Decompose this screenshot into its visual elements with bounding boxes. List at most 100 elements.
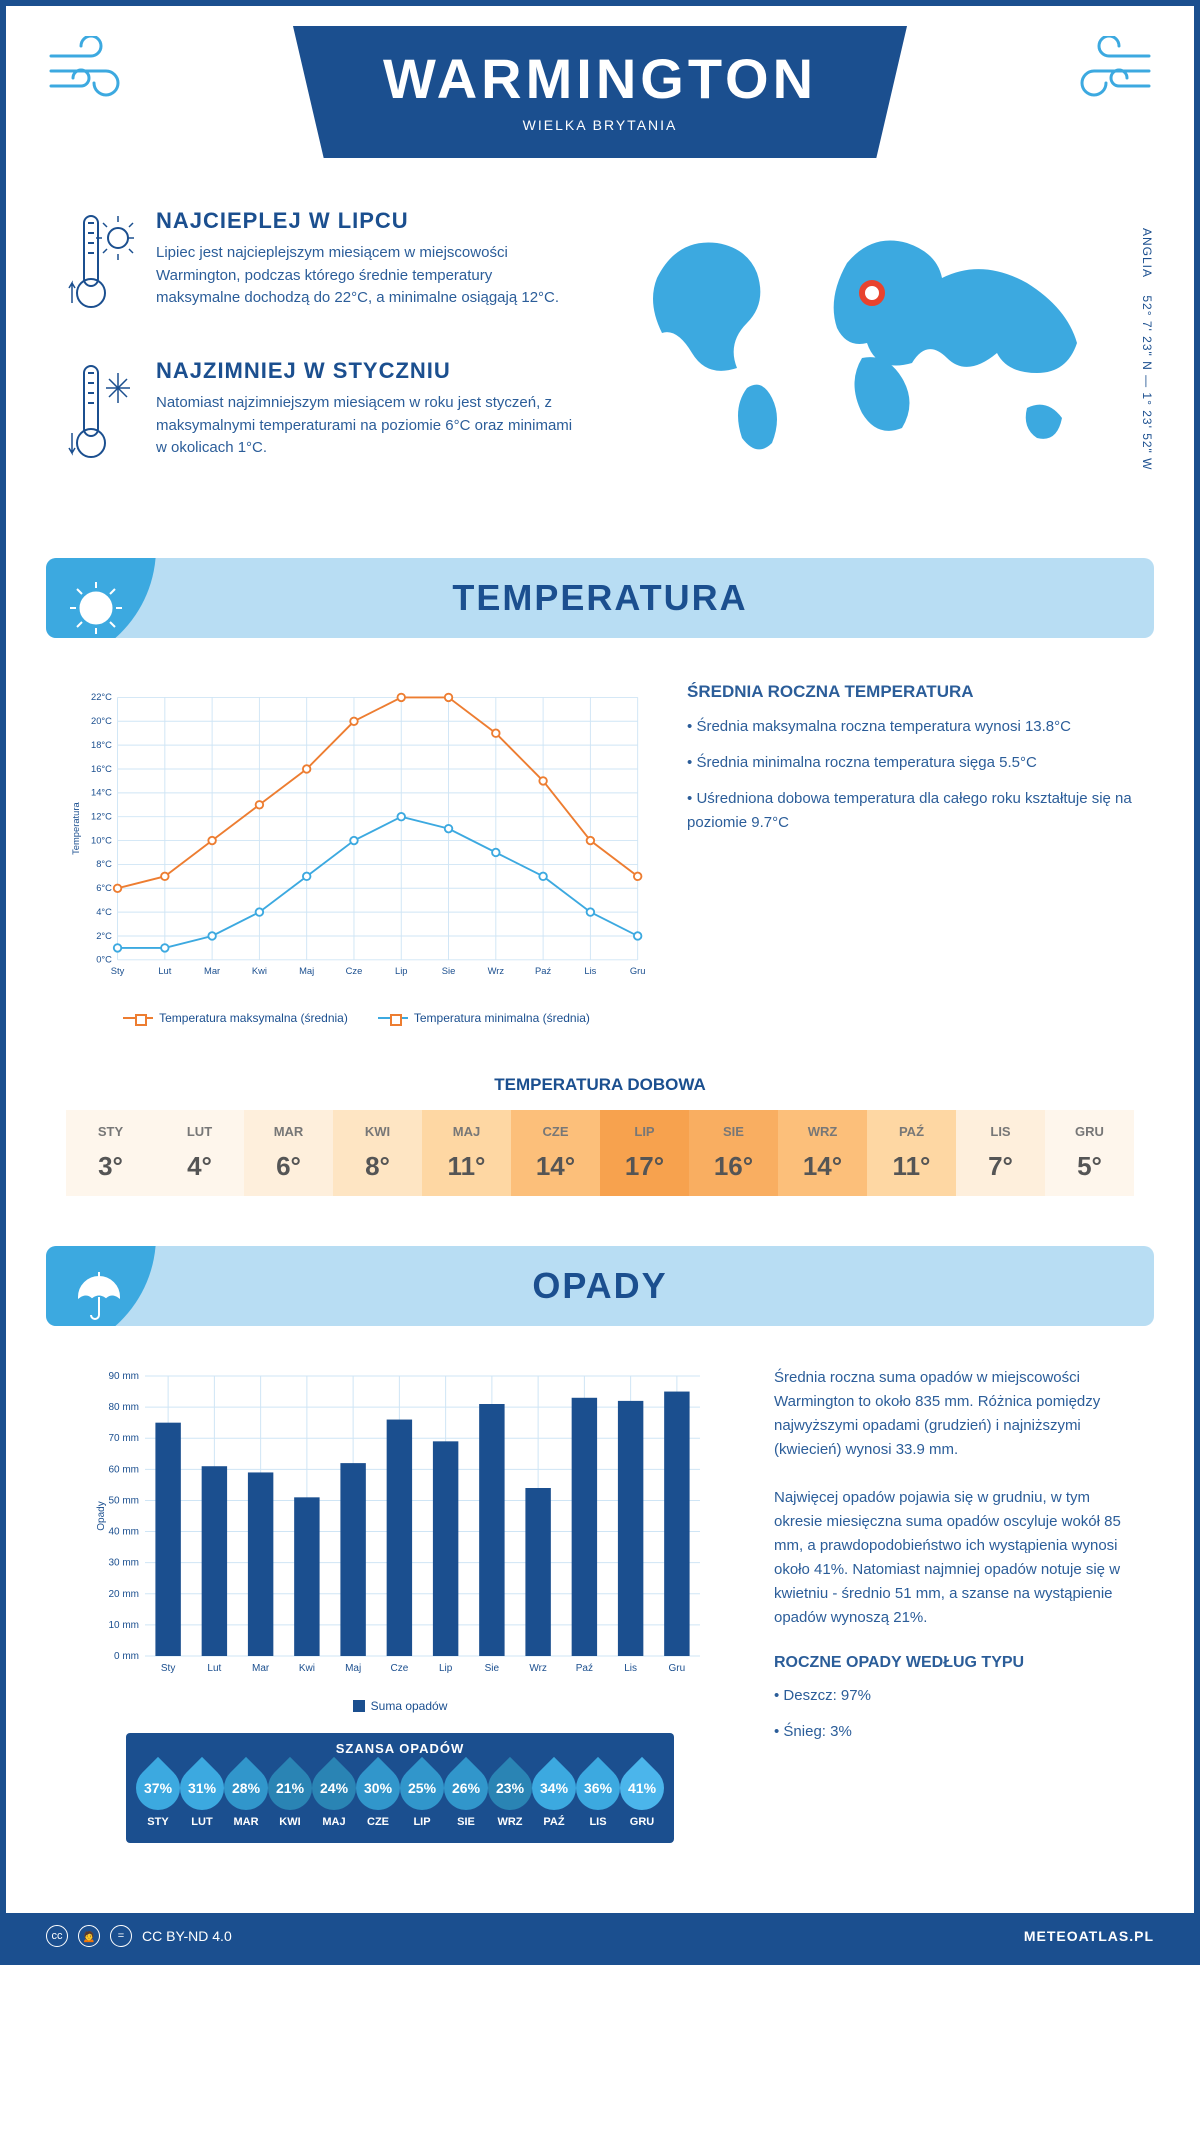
top-info: NAJCIEPLEJ W LIPCU Lipiec jest najcieple… [6, 198, 1194, 548]
temp-stat-item: Średnia maksymalna roczna temperatura wy… [687, 715, 1134, 739]
svg-text:Paź: Paź [535, 966, 551, 976]
precip-chance-item: 24%MAJ [312, 1766, 356, 1828]
warmest-title: NAJCIEPLEJ W LIPCU [156, 208, 580, 234]
precip-chance-box: SZANSA OPADÓW 37%STY31%LUT28%MAR21%KWI24… [126, 1733, 674, 1843]
precip-chance-item: 25%LIP [400, 1766, 444, 1828]
page-footer: cc 🙍 = CC BY-ND 4.0 METEOATLAS.PL [6, 1913, 1194, 1959]
svg-text:Temperatura: Temperatura [71, 802, 81, 855]
daily-temp-cell: CZE14° [511, 1110, 600, 1196]
svg-text:70 mm: 70 mm [108, 1433, 139, 1444]
svg-text:60 mm: 60 mm [108, 1464, 139, 1475]
svg-text:Kwi: Kwi [252, 966, 267, 976]
legend-min-label: Temperatura minimalna (średnia) [414, 1011, 590, 1025]
daily-temp-cell: MAR6° [244, 1110, 333, 1196]
svg-text:10 mm: 10 mm [108, 1620, 139, 1631]
svg-text:Lip: Lip [439, 1663, 453, 1674]
svg-text:2°C: 2°C [96, 931, 112, 941]
precip-title: OPADY [46, 1265, 1154, 1307]
daily-temp-grid: STY3°LUT4°MAR6°KWI8°MAJ11°CZE14°LIP17°SI… [66, 1110, 1134, 1196]
precip-chance-item: 28%MAR [224, 1766, 268, 1828]
svg-text:14°C: 14°C [91, 788, 112, 798]
temperature-legend: .legend-swatch:nth-child(1)::after{borde… [66, 1011, 647, 1025]
svg-text:Sie: Sie [442, 966, 456, 976]
svg-text:Lut: Lut [158, 966, 171, 976]
daily-temp-cell: PAŹ11° [867, 1110, 956, 1196]
precip-chance-item: 30%CZE [356, 1766, 400, 1828]
world-map-block: ANGLIA 52° 7' 23" N — 1° 23' 52" W [620, 208, 1134, 508]
temperature-title: TEMPERATURA [46, 577, 1154, 619]
precip-chance-item: 36%LIS [576, 1766, 620, 1828]
svg-text:6°C: 6°C [96, 883, 112, 893]
coords-label: ANGLIA 52° 7' 23" N — 1° 23' 52" W [1140, 228, 1154, 470]
svg-text:Sty: Sty [111, 966, 125, 976]
daily-temp-cell: LUT4° [155, 1110, 244, 1196]
license-block: cc 🙍 = CC BY-ND 4.0 [46, 1925, 232, 1947]
page-header: WARMINGTON WIELKA BRYTANIA [6, 6, 1194, 198]
svg-text:20°C: 20°C [91, 716, 112, 726]
warmest-block: NAJCIEPLEJ W LIPCU Lipiec jest najcieple… [66, 208, 580, 323]
warmest-body: Lipiec jest najcieplejszym miesiącem w m… [156, 242, 580, 310]
svg-text:16°C: 16°C [91, 764, 112, 774]
precip-chance-title: SZANSA OPADÓW [126, 1741, 674, 1756]
svg-text:Lis: Lis [584, 966, 596, 976]
country-name: WIELKA BRYTANIA [383, 117, 817, 133]
wind-icon [46, 36, 136, 120]
svg-text:10°C: 10°C [91, 835, 112, 845]
svg-text:4°C: 4°C [96, 907, 112, 917]
svg-text:40 mm: 40 mm [108, 1527, 139, 1538]
umbrella-icon [46, 1246, 156, 1326]
temperature-header: TEMPERATURA [46, 558, 1154, 638]
svg-text:50 mm: 50 mm [108, 1495, 139, 1506]
sun-icon [46, 558, 156, 638]
by-icon: 🙍 [78, 1925, 100, 1947]
precip-type-item: Śnieg: 3% [774, 1720, 1134, 1744]
svg-text:Wrz: Wrz [529, 1663, 547, 1674]
license-text: CC BY-ND 4.0 [142, 1928, 232, 1944]
svg-text:12°C: 12°C [91, 812, 112, 822]
precip-header: OPADY [46, 1246, 1154, 1326]
precip-chart: 0 mm10 mm20 mm30 mm40 mm50 mm60 mm70 mm8… [66, 1366, 734, 1883]
cc-icon: cc [46, 1925, 68, 1947]
nd-icon: = [110, 1925, 132, 1947]
svg-text:Sie: Sie [485, 1663, 500, 1674]
precip-chance-item: 31%LUT [180, 1766, 224, 1828]
svg-text:80 mm: 80 mm [108, 1402, 139, 1413]
svg-text:0 mm: 0 mm [114, 1651, 139, 1662]
svg-text:Paź: Paź [576, 1663, 593, 1674]
daily-temp-cell: MAJ11° [422, 1110, 511, 1196]
avg-temp-title: ŚREDNIA ROCZNA TEMPERATURA [687, 678, 1134, 705]
coldest-block: NAJZIMNIEJ W STYCZNIU Natomiast najzimni… [66, 358, 580, 473]
svg-text:90 mm: 90 mm [108, 1371, 139, 1382]
svg-text:Gru: Gru [630, 966, 646, 976]
daily-temp-cell: LIS7° [956, 1110, 1045, 1196]
svg-text:18°C: 18°C [91, 740, 112, 750]
temp-stat-item: Średnia minimalna roczna temperatura się… [687, 751, 1134, 775]
daily-temp-cell: LIP17° [600, 1110, 689, 1196]
svg-text:Kwi: Kwi [299, 1663, 315, 1674]
coldest-body: Natomiast najzimniejszym miesiącem w rok… [156, 392, 580, 460]
thermometer-cold-icon [66, 358, 136, 473]
precip-text: Średnia roczna suma opadów w miejscowośc… [774, 1366, 1134, 1883]
precip-legend-label: Suma opadów [371, 1699, 448, 1713]
wind-icon [1064, 36, 1154, 120]
precip-type-item: Deszcz: 97% [774, 1684, 1134, 1708]
world-map-icon [620, 208, 1134, 468]
title-banner: WARMINGTON WIELKA BRYTANIA [293, 26, 907, 158]
daily-temp-cell: STY3° [66, 1110, 155, 1196]
precip-p2: Najwięcej opadów pojawia się w grudniu, … [774, 1486, 1134, 1630]
daily-temp-cell: KWI8° [333, 1110, 422, 1196]
svg-text:Wrz: Wrz [488, 966, 505, 976]
temp-stat-item: Uśredniona dobowa temperatura dla całego… [687, 787, 1134, 835]
legend-max-label: Temperatura maksymalna (średnia) [159, 1011, 348, 1025]
precip-chance-item: 21%KWI [268, 1766, 312, 1828]
svg-text:Mar: Mar [252, 1663, 270, 1674]
svg-text:Cze: Cze [390, 1663, 408, 1674]
svg-text:20 mm: 20 mm [108, 1589, 139, 1600]
coldest-title: NAJZIMNIEJ W STYCZNIU [156, 358, 580, 384]
precip-chance-item: 34%PAŹ [532, 1766, 576, 1828]
precip-chance-item: 26%SIE [444, 1766, 488, 1828]
svg-text:Gru: Gru [669, 1663, 686, 1674]
daily-temp-cell: GRU5° [1045, 1110, 1134, 1196]
svg-text:Lut: Lut [207, 1663, 221, 1674]
temperature-stats: ŚREDNIA ROCZNA TEMPERATURA Średnia maksy… [687, 678, 1134, 1025]
